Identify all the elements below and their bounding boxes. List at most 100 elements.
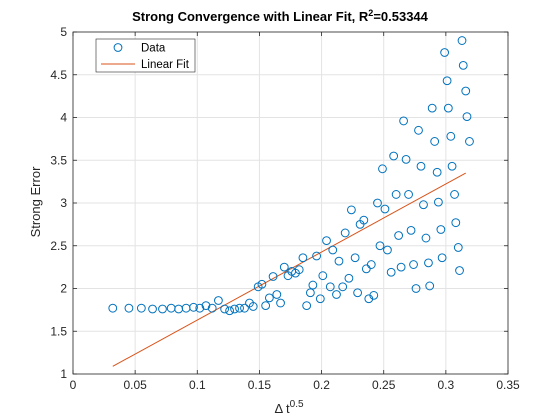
data-point: [386, 267, 396, 277]
data-point: [442, 76, 452, 86]
data-point: [201, 301, 211, 311]
x-tick-label: 0.3: [438, 378, 455, 392]
data-point: [437, 253, 447, 263]
data-point: [434, 197, 443, 207]
y-tick-label: 4.5: [50, 68, 67, 82]
data-point: [207, 303, 217, 313]
data-point: [450, 190, 459, 199]
data-point: [272, 290, 282, 299]
data-point: [443, 103, 453, 113]
data-point: [389, 151, 399, 161]
y-axis-label: Strong Error: [28, 166, 43, 237]
x-axis-label: Δ t0.5: [274, 399, 304, 416]
data-point: [158, 304, 167, 314]
data-point: [195, 303, 205, 313]
data-point: [375, 241, 385, 251]
legend-data-label: Data: [141, 43, 166, 55]
x-axis-ticks: 0 0.05 0.1 0.15 0.2 0.25 0.3 0.35: [70, 32, 520, 392]
data-point: [424, 258, 433, 268]
legend-data-marker: [113, 43, 123, 52]
x-tick-label: 0.35: [496, 378, 520, 392]
data-point: [399, 116, 409, 126]
data-point: [298, 253, 308, 263]
data-point: [465, 137, 474, 146]
y-tick-label: 2: [60, 282, 67, 296]
data-point: [294, 265, 304, 275]
data-point: [378, 164, 387, 174]
chart-title-main: Strong Convergence with Linear Fit, R: [132, 9, 369, 24]
data-point: [461, 86, 471, 96]
data-point: [257, 279, 267, 289]
x-tick-label: 0.25: [372, 378, 396, 392]
data-point: [308, 280, 318, 290]
data-point: [421, 233, 431, 243]
chart-title: Strong Convergence with Linear Fit, R2=0…: [132, 8, 429, 24]
data-point: [248, 302, 258, 311]
y-tick-label: 1: [60, 367, 67, 381]
data-point: [432, 167, 442, 177]
data-point: [315, 294, 325, 304]
data-point: [404, 190, 413, 199]
data-point: [220, 304, 230, 314]
data-point: [373, 198, 382, 208]
data-point: [446, 131, 456, 141]
data-point: [430, 137, 440, 146]
data-point: [416, 161, 426, 171]
chart-title-sup: 2: [368, 8, 373, 18]
data-point: [425, 281, 435, 291]
y-tick-label: 5: [60, 25, 67, 39]
data-point: [328, 245, 338, 255]
legend-fit-label: Linear Fit: [141, 59, 190, 71]
data-point: [108, 303, 118, 313]
data-point: [230, 304, 239, 314]
data-point: [189, 302, 198, 312]
data-point: [136, 303, 146, 313]
data-point: [240, 303, 249, 313]
x-tick-label: 0.1: [189, 378, 206, 392]
data-point: [391, 190, 401, 199]
data-point: [394, 231, 404, 240]
y-tick-label: 2.5: [50, 239, 67, 253]
data-point: [261, 301, 271, 311]
data-point: [318, 271, 328, 281]
fit-line: [112, 172, 466, 367]
data-point: [414, 125, 423, 135]
data-point: [436, 225, 446, 234]
x-axis-label-sup: 0.5: [290, 399, 304, 410]
y-tick-label: 3.5: [50, 153, 67, 167]
data-point: [264, 293, 274, 303]
x-tick-label: 0: [70, 378, 77, 392]
data-point: [411, 284, 421, 293]
data-point: [396, 262, 406, 272]
data-point: [332, 290, 341, 299]
data-point: [359, 215, 369, 225]
data-point: [458, 60, 468, 70]
chart-title-tail: =0.53344: [373, 9, 428, 24]
data-point: [419, 200, 428, 210]
data-point: [383, 245, 392, 255]
x-tick-label: 0.05: [123, 378, 147, 392]
data-point: [462, 112, 472, 122]
data-point: [353, 288, 363, 298]
data-point: [457, 36, 467, 45]
data-point: [455, 266, 464, 275]
data-point: [447, 161, 457, 171]
legend-box: [95, 38, 196, 73]
data-point: [124, 303, 134, 313]
fit-line-group: [112, 172, 466, 367]
data-point: [225, 306, 235, 316]
y-tick-label: 1.5: [50, 324, 67, 338]
x-tick-label: 0.15: [248, 378, 272, 392]
data-point: [214, 296, 223, 305]
data-point: [334, 256, 344, 266]
data-point: [302, 301, 312, 311]
data-point: [453, 243, 463, 252]
data-point: [276, 298, 285, 308]
data-point: [305, 288, 315, 298]
data-points: [108, 36, 474, 316]
legend: Data Linear Fit: [95, 38, 196, 73]
data-point: [347, 205, 356, 215]
data-point: [344, 273, 354, 283]
y-tick-label: 3: [60, 196, 67, 210]
